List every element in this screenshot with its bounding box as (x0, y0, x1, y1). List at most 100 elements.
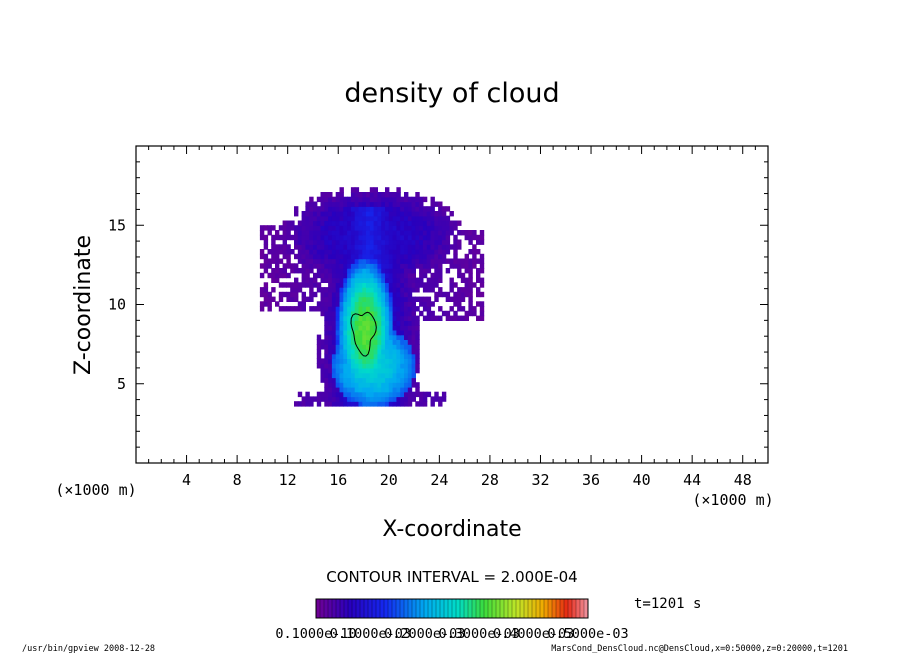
density-cell (316, 306, 322, 312)
density-cell (328, 306, 333, 312)
density-cell (350, 377, 356, 383)
x-tick-label: 8 (233, 471, 242, 489)
density-cell (294, 296, 299, 302)
density-cell (426, 249, 432, 255)
density-cell (377, 211, 382, 217)
density-cell (358, 348, 363, 355)
density-cell (460, 296, 466, 302)
density-cell (362, 339, 367, 345)
density-cell (373, 367, 378, 374)
density-cell (457, 306, 462, 312)
density-cell (350, 372, 356, 379)
density-cell (457, 301, 462, 307)
density-cell (354, 272, 360, 279)
density-cell (343, 220, 348, 226)
density-cell (358, 287, 363, 293)
density-cell (366, 196, 371, 203)
colorbar-segment (528, 599, 533, 618)
density-cell (343, 325, 348, 331)
density-cell (347, 301, 352, 307)
density-cell (313, 306, 318, 312)
density-cell (396, 192, 401, 198)
density-cell (381, 268, 386, 274)
density-cell (366, 249, 371, 255)
density-cell (377, 396, 382, 402)
density-cell (313, 234, 318, 241)
density-cell (320, 249, 325, 255)
density-cell (328, 310, 333, 317)
colorbar-segment (560, 599, 565, 618)
colorbar-segment (320, 599, 325, 618)
density-cell (294, 277, 299, 283)
x-tick-label: 4 (182, 471, 191, 489)
density-cell (328, 244, 333, 250)
density-cell (381, 363, 386, 369)
density-cell (275, 263, 280, 269)
density-cell (324, 239, 329, 245)
density-cell (328, 287, 333, 293)
density-cell (324, 258, 329, 264)
density-cell (354, 253, 360, 260)
density-cell (350, 272, 356, 279)
density-cell (305, 225, 310, 231)
density-cell (441, 391, 447, 398)
density-cell (472, 244, 477, 250)
density-cell (275, 253, 280, 260)
density-cell (476, 287, 481, 293)
density-cell (294, 206, 299, 212)
density-cell (350, 215, 356, 222)
density-cell (366, 287, 371, 293)
density-cell (419, 301, 424, 307)
density-cell (388, 239, 394, 245)
density-cell (453, 296, 458, 302)
density-cell (385, 287, 390, 293)
density-cell (358, 234, 363, 241)
density-cell (445, 234, 451, 241)
density-cell (335, 382, 341, 388)
density-cell (286, 272, 291, 279)
density-cell (313, 215, 318, 222)
density-cell (377, 310, 382, 317)
density-cell (396, 353, 401, 359)
colorbar-segment (476, 599, 481, 618)
density-cell (263, 239, 269, 245)
density-cell (460, 306, 466, 312)
density-cell (362, 401, 367, 407)
density-cell (457, 263, 462, 269)
density-cell (404, 325, 409, 331)
density-cell (385, 372, 390, 379)
density-cell (366, 329, 371, 336)
density-cell (354, 268, 360, 274)
density-cell (290, 225, 295, 231)
density-cell (411, 253, 416, 260)
density-cell (404, 277, 409, 283)
density-cell (434, 211, 439, 217)
colorbar-segment (436, 599, 441, 618)
density-cell (385, 310, 390, 317)
density-cell (339, 187, 344, 193)
density-cell (369, 329, 375, 336)
density-cell (369, 230, 375, 236)
density-cell (347, 282, 352, 288)
density-cell (347, 401, 352, 407)
density-cell (407, 196, 413, 203)
density-cell (426, 253, 432, 260)
density-cell (339, 291, 344, 298)
density-cell (369, 277, 375, 283)
density-cell (362, 196, 367, 203)
density-cell (385, 301, 390, 307)
density-cell (419, 268, 424, 274)
density-cell (324, 344, 329, 350)
density-cell (404, 196, 409, 203)
density-cell (305, 282, 310, 288)
density-cell (400, 358, 405, 364)
density-cell (343, 401, 348, 407)
density-cell (331, 391, 337, 398)
density-cell (479, 263, 485, 269)
density-cell (400, 225, 405, 231)
density-cell (358, 367, 363, 374)
density-cell (392, 225, 397, 231)
density-cell (339, 325, 344, 331)
density-cell (328, 358, 333, 364)
